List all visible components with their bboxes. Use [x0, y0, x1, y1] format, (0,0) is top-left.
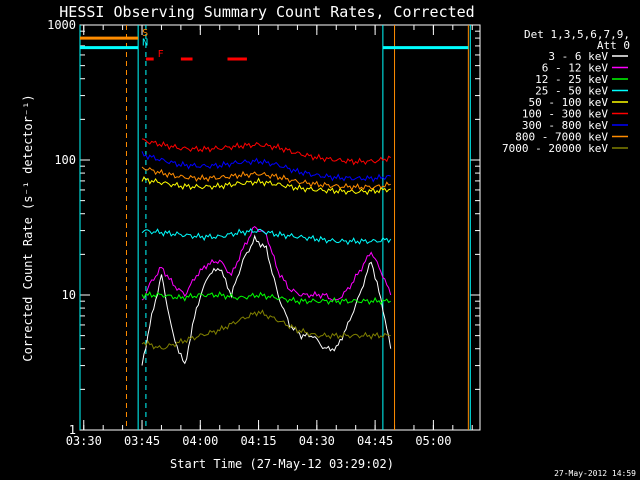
footer-timestamp: 27-May-2012 14:59	[554, 469, 636, 478]
series-line	[141, 291, 391, 306]
series-line	[141, 151, 391, 183]
legend-header: Att 0	[597, 39, 630, 52]
series-line	[141, 166, 391, 192]
legend-entry: 800 - 7000 keV	[515, 131, 608, 144]
plot-area: 1 10 100 1000 03:30 03:45 04:00 04:15 04:30 04:45…	[47, 18, 481, 448]
x-tick-label: 05:00	[415, 434, 451, 448]
chart-title: HESSI Observing Summary Count Rates, Cor…	[59, 3, 474, 21]
legend-entry: 300 - 800 keV	[522, 119, 608, 132]
y-axis-label: Corrected Count Rate (s⁻¹ detector⁻¹)	[21, 94, 35, 361]
flag-label: N	[142, 38, 148, 49]
series-line	[141, 227, 392, 246]
x-axis-label: Start Time (27-May-12 03:29:02)	[170, 457, 394, 471]
series-line	[141, 309, 391, 350]
x-tick-label: 04:45	[357, 434, 393, 448]
plot-frame	[79, 24, 481, 431]
flag-label: S	[142, 28, 148, 39]
x-tick-label: 04:30	[299, 434, 335, 448]
series-line	[141, 175, 391, 196]
y-tick-label: 10	[62, 288, 76, 302]
series-line	[141, 225, 392, 302]
x-tick-label: 03:30	[66, 434, 102, 448]
y-tick-label: 100	[54, 153, 76, 167]
legend-header: Det 1,3,5,6,7,9,	[524, 28, 630, 41]
legend-entry: 6 - 12 keV	[542, 62, 609, 75]
series-line	[141, 138, 391, 166]
x-tick-label: 04:15	[241, 434, 277, 448]
legend-entry: 3 - 6 keV	[548, 50, 608, 63]
y-tick-label: 1000	[47, 18, 76, 32]
legend-entry: 50 - 100 keV	[529, 96, 609, 109]
series-line	[141, 234, 392, 366]
x-tick-label: 03:45	[124, 434, 160, 448]
x-tick-label: 04:00	[182, 434, 218, 448]
y-tick-label: 1	[69, 423, 76, 437]
flag-label: F	[158, 49, 164, 60]
legend-entry: 12 - 25 keV	[535, 73, 608, 86]
legend-entry: 100 - 300 keV	[522, 108, 608, 121]
legend-entry: 25 - 50 keV	[535, 85, 608, 98]
legend-entry: 7000 - 20000 keV	[502, 142, 608, 155]
